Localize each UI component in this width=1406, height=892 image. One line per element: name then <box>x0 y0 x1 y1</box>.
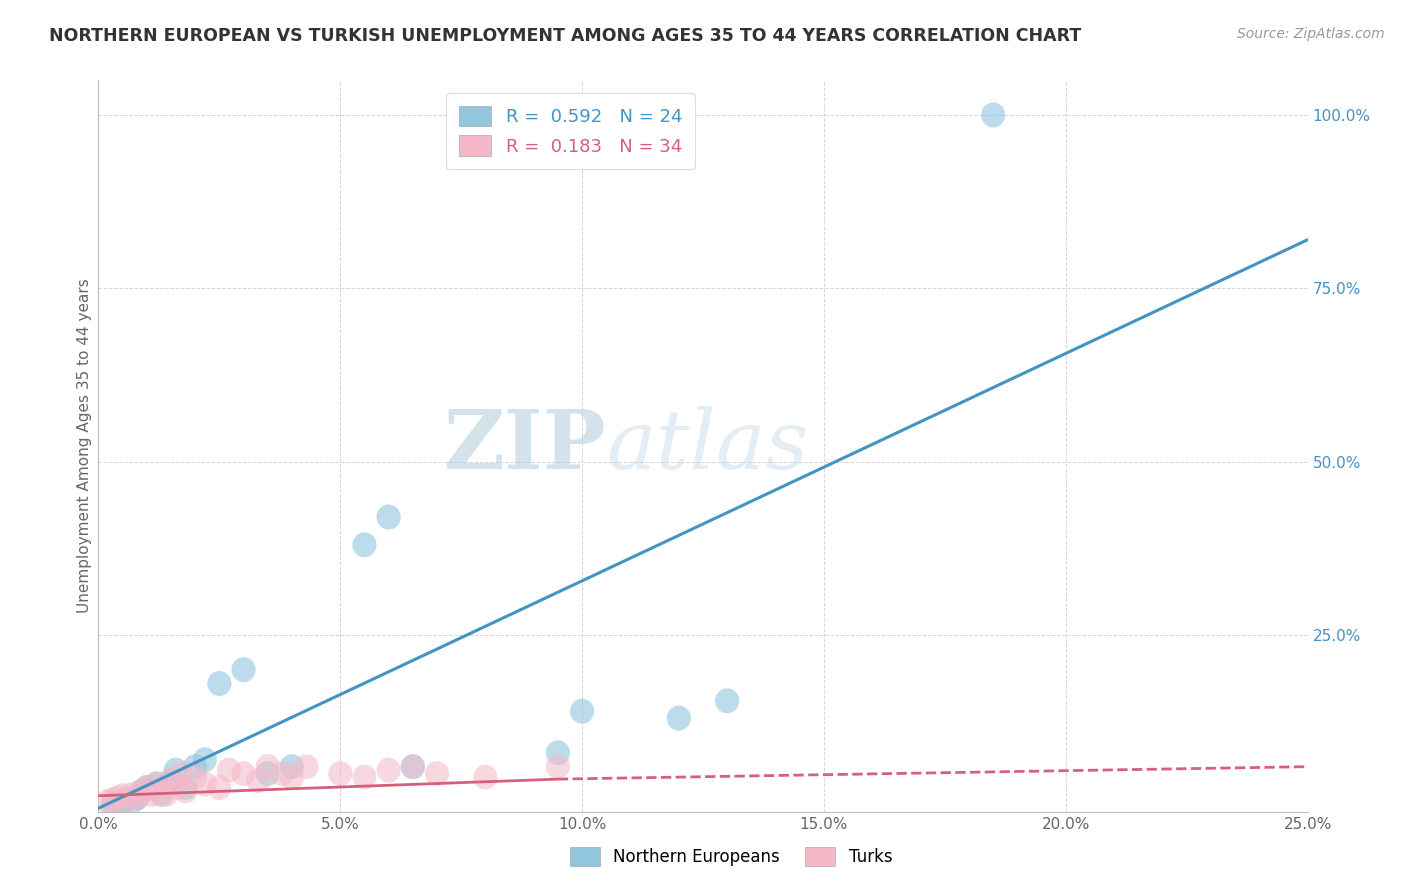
Ellipse shape <box>353 533 377 558</box>
Ellipse shape <box>173 779 198 804</box>
Ellipse shape <box>474 764 498 789</box>
Ellipse shape <box>232 657 256 682</box>
Ellipse shape <box>155 782 179 807</box>
Ellipse shape <box>159 768 183 793</box>
Text: NORTHERN EUROPEAN VS TURKISH UNEMPLOYMENT AMONG AGES 35 TO 44 YEARS CORRELATION : NORTHERN EUROPEAN VS TURKISH UNEMPLOYMEN… <box>49 27 1081 45</box>
Ellipse shape <box>125 785 149 810</box>
Ellipse shape <box>125 785 149 810</box>
Legend: R =  0.592   N = 24, R =  0.183   N = 34: R = 0.592 N = 24, R = 0.183 N = 34 <box>446 93 695 169</box>
Ellipse shape <box>101 792 125 817</box>
Ellipse shape <box>145 772 169 797</box>
Ellipse shape <box>115 788 139 813</box>
Ellipse shape <box>353 764 377 789</box>
Ellipse shape <box>546 740 569 765</box>
Ellipse shape <box>149 782 173 807</box>
Y-axis label: Unemployment Among Ages 35 to 44 years: Unemployment Among Ages 35 to 44 years <box>77 278 91 614</box>
Ellipse shape <box>169 761 193 786</box>
Ellipse shape <box>425 761 449 786</box>
Ellipse shape <box>377 757 401 782</box>
Ellipse shape <box>129 779 155 804</box>
Ellipse shape <box>159 768 183 793</box>
Text: Source: ZipAtlas.com: Source: ZipAtlas.com <box>1237 27 1385 41</box>
Ellipse shape <box>716 689 740 714</box>
Ellipse shape <box>101 788 125 813</box>
Ellipse shape <box>256 754 280 779</box>
Ellipse shape <box>246 768 270 793</box>
Ellipse shape <box>173 775 198 800</box>
Ellipse shape <box>163 757 188 782</box>
Text: ZIP: ZIP <box>444 406 606 486</box>
Ellipse shape <box>149 779 173 804</box>
Ellipse shape <box>135 775 159 800</box>
Ellipse shape <box>217 757 240 782</box>
Ellipse shape <box>256 761 280 786</box>
Ellipse shape <box>163 775 188 800</box>
Ellipse shape <box>96 789 120 814</box>
Ellipse shape <box>294 754 319 779</box>
Ellipse shape <box>207 775 232 800</box>
Ellipse shape <box>111 783 135 808</box>
Ellipse shape <box>183 764 207 789</box>
Ellipse shape <box>401 754 425 779</box>
Ellipse shape <box>328 761 353 786</box>
Ellipse shape <box>111 790 135 815</box>
Ellipse shape <box>666 706 690 731</box>
Ellipse shape <box>280 754 304 779</box>
Ellipse shape <box>270 761 294 786</box>
Ellipse shape <box>546 754 569 779</box>
Ellipse shape <box>569 698 595 723</box>
Ellipse shape <box>139 782 163 807</box>
Ellipse shape <box>129 779 155 804</box>
Ellipse shape <box>135 775 159 800</box>
Ellipse shape <box>232 761 256 786</box>
Ellipse shape <box>207 671 232 696</box>
Ellipse shape <box>280 764 304 789</box>
Ellipse shape <box>193 772 217 797</box>
Ellipse shape <box>183 754 207 779</box>
Text: atlas: atlas <box>606 406 808 486</box>
Ellipse shape <box>105 785 129 810</box>
Ellipse shape <box>401 754 425 779</box>
Ellipse shape <box>377 505 401 530</box>
Ellipse shape <box>120 789 145 814</box>
Ellipse shape <box>981 103 1005 128</box>
Ellipse shape <box>120 782 145 807</box>
Ellipse shape <box>145 772 169 797</box>
Legend: Northern Europeans, Turks: Northern Europeans, Turks <box>562 838 900 875</box>
Ellipse shape <box>193 747 217 772</box>
